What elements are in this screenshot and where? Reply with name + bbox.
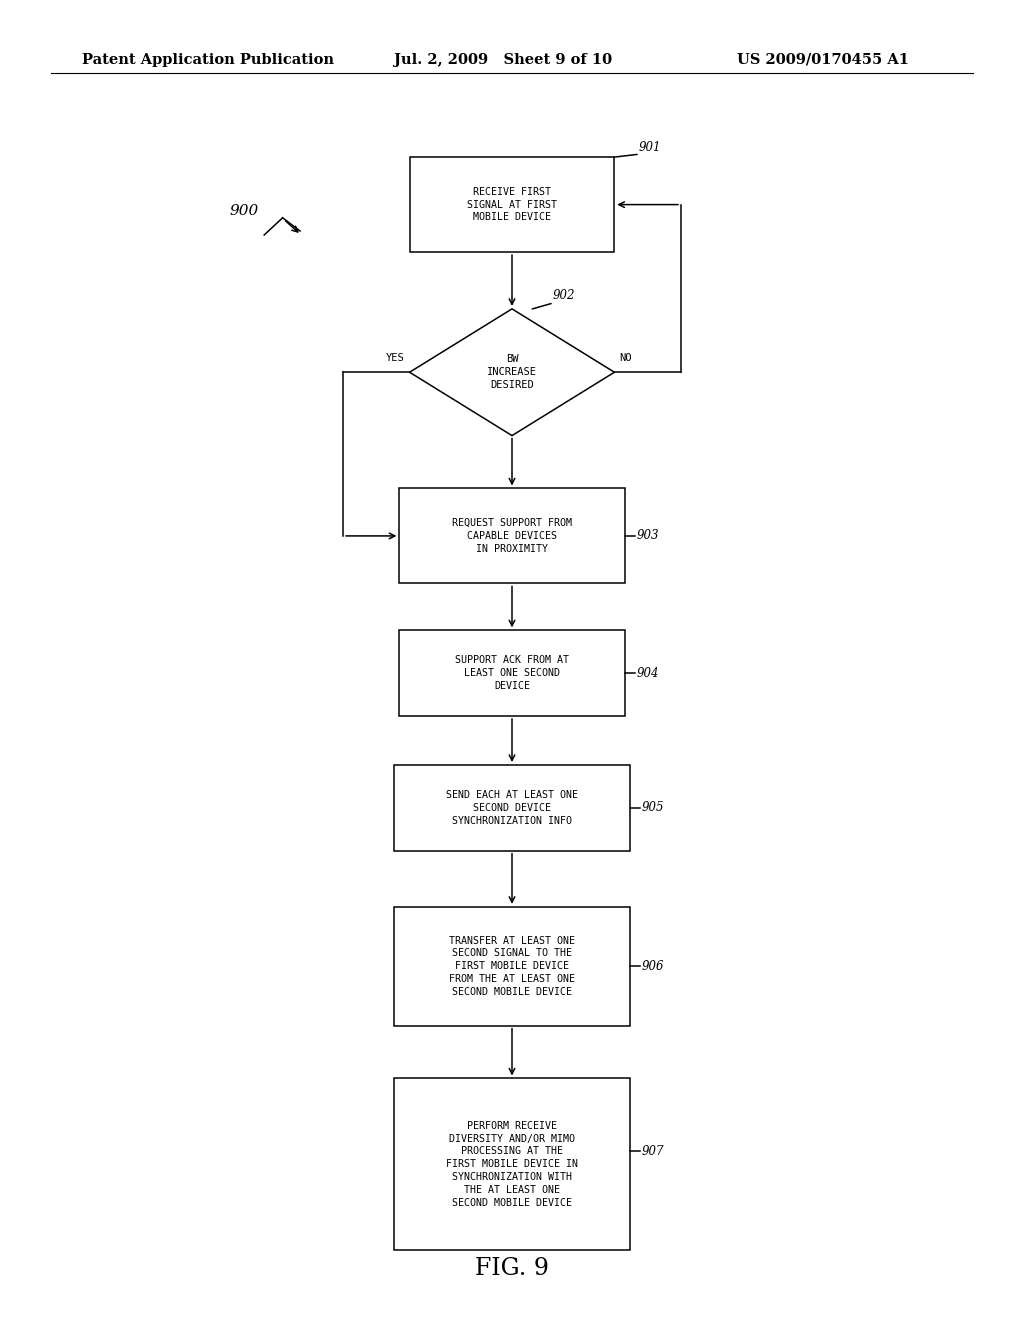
Text: FIG. 9: FIG. 9 (475, 1258, 549, 1280)
FancyBboxPatch shape (399, 488, 625, 583)
Text: YES: YES (386, 352, 404, 363)
FancyBboxPatch shape (394, 1078, 630, 1250)
Text: BW
INCREASE
DESIRED: BW INCREASE DESIRED (487, 355, 537, 389)
Text: 906: 906 (642, 960, 665, 973)
Polygon shape (410, 309, 614, 436)
Text: 907: 907 (642, 1144, 665, 1158)
Text: TRANSFER AT LEAST ONE
SECOND SIGNAL TO THE
FIRST MOBILE DEVICE
FROM THE AT LEAST: TRANSFER AT LEAST ONE SECOND SIGNAL TO T… (449, 936, 575, 997)
Text: PERFORM RECEIVE
DIVERSITY AND/OR MIMO
PROCESSING AT THE
FIRST MOBILE DEVICE IN
S: PERFORM RECEIVE DIVERSITY AND/OR MIMO PR… (446, 1121, 578, 1208)
FancyBboxPatch shape (394, 907, 630, 1026)
Text: 905: 905 (642, 801, 665, 814)
Text: 904: 904 (637, 667, 659, 680)
Text: 902: 902 (553, 289, 575, 302)
Text: 903: 903 (637, 529, 659, 543)
Text: Jul. 2, 2009   Sheet 9 of 10: Jul. 2, 2009 Sheet 9 of 10 (394, 53, 612, 67)
Text: Patent Application Publication: Patent Application Publication (82, 53, 334, 67)
FancyBboxPatch shape (410, 157, 614, 252)
Text: 900: 900 (229, 205, 258, 218)
Text: SEND EACH AT LEAST ONE
SECOND DEVICE
SYNCHRONIZATION INFO: SEND EACH AT LEAST ONE SECOND DEVICE SYN… (446, 791, 578, 825)
Text: RECEIVE FIRST
SIGNAL AT FIRST
MOBILE DEVICE: RECEIVE FIRST SIGNAL AT FIRST MOBILE DEV… (467, 187, 557, 222)
Text: NO: NO (620, 352, 632, 363)
Text: REQUEST SUPPORT FROM
CAPABLE DEVICES
IN PROXIMITY: REQUEST SUPPORT FROM CAPABLE DEVICES IN … (452, 519, 572, 553)
Text: US 2009/0170455 A1: US 2009/0170455 A1 (737, 53, 909, 67)
FancyBboxPatch shape (399, 631, 625, 715)
Text: 901: 901 (639, 141, 662, 154)
FancyBboxPatch shape (394, 764, 630, 850)
Text: SUPPORT ACK FROM AT
LEAST ONE SECOND
DEVICE: SUPPORT ACK FROM AT LEAST ONE SECOND DEV… (455, 656, 569, 690)
